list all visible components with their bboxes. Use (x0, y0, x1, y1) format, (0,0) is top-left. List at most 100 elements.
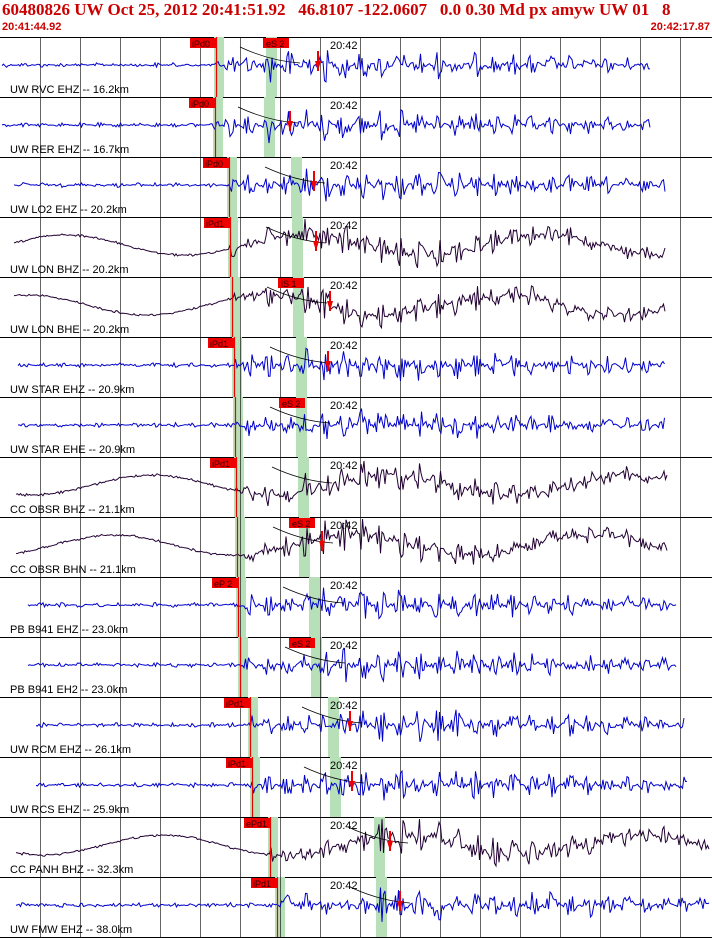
s-pick-label: eS 2 (292, 639, 311, 649)
trace-row[interactable]: 20:42 iS 1 UW LON BHE -- 20.2km (10, 277, 666, 337)
s-marker-head (347, 721, 353, 731)
trace-row[interactable]: 20:42 iPd1 UW RCS EHZ -- 25.9km (10, 757, 688, 817)
s-window (311, 637, 322, 697)
s-marker-head (327, 301, 333, 311)
theory-curve (347, 826, 409, 844)
station-label: CC OBSR BHZ -- 21.1km (10, 504, 135, 516)
p-window (213, 97, 223, 157)
p-window (230, 277, 240, 337)
s-window (328, 697, 339, 757)
s-pick-label: eS 2 (266, 39, 285, 49)
time-mark-label: 20:42 (330, 460, 358, 472)
s-window (309, 577, 320, 637)
p-pick-label: iPd0 (191, 99, 209, 109)
trace-row[interactable]: 20:42 iPd1 UW FMW EHZ -- 38.0km (10, 877, 710, 937)
p-window (268, 817, 278, 877)
p-window (233, 397, 243, 457)
trace-row[interactable]: 20:42 eS 2 PB B941 EH2 -- 23.0km (10, 637, 677, 697)
waveform (13, 285, 666, 330)
waveform (17, 347, 665, 382)
station-label: PB B941 EH2 -- 23.0km (10, 684, 127, 696)
s-pick-box (289, 518, 315, 528)
trace-row[interactable]: 20:42 iPd0 UW LO2 EHZ -- 20.2km (10, 157, 666, 217)
p-window (248, 697, 258, 757)
station-label: UW LON BHZ -- 20.2km (10, 264, 129, 276)
time-mark-label: 20:42 (330, 880, 358, 892)
time-mark-label: 20:42 (330, 220, 358, 232)
s-marker-head (311, 181, 317, 191)
p-pick-label: eP 2 (214, 579, 232, 589)
time-mark-label: 20:42 (330, 100, 358, 112)
p-pick-label: iPd1 (228, 759, 246, 769)
waveform (35, 769, 688, 801)
waveform (27, 647, 677, 683)
theory-curve (349, 886, 411, 904)
waveform (1, 50, 651, 83)
s-pick-box (289, 638, 315, 648)
trace-row[interactable]: 20:42 iPd1 UW STAR EHZ -- 20.9km (10, 337, 665, 397)
trace-row[interactable]: 20:42 iPd0 UW RER EHZ -- 16.7km (1, 97, 651, 157)
p-pick-box (226, 758, 252, 768)
time-mark-label: 20:42 (330, 640, 358, 652)
s-window (374, 817, 385, 877)
station-label: UW RCM EHZ -- 26.1km (10, 744, 131, 756)
time-mark-label: 20:42 (330, 160, 358, 172)
theory-curve (282, 586, 344, 604)
trace-row[interactable]: 20:42 eS 2 CC OBSR BHN -- 21.1km (10, 517, 668, 577)
theory-curve (269, 346, 331, 364)
s-window (299, 517, 310, 577)
p-window (250, 757, 260, 817)
p-pick-box (251, 878, 277, 888)
waveform (15, 518, 668, 565)
s-pick-box (279, 398, 305, 408)
time-mark-label: 20:42 (330, 820, 358, 832)
time-mark-label: 20:42 (330, 700, 358, 712)
trace-row[interactable]: 20:42 iPd1 UW RCM EHZ -- 26.1km (10, 697, 685, 757)
station-label: UW STAR EHE -- 20.9km (10, 444, 135, 456)
station-label: UW RCS EHZ -- 25.9km (10, 804, 129, 816)
p-pick-label: iPd0 (205, 159, 223, 169)
p-pick-box (212, 578, 238, 588)
station-label: UW LO2 EHZ -- 20.2km (10, 204, 127, 216)
theory-curve (237, 106, 299, 124)
s-marker-head (287, 121, 293, 131)
p-window (234, 457, 244, 517)
p-pick-box (208, 338, 234, 348)
theory-curve (272, 526, 334, 544)
s-pick-label: eS 2 (292, 519, 311, 529)
time-mark-label: 20:42 (330, 760, 358, 772)
trace-row[interactable]: 20:42 iPd1 CC OBSR BHZ -- 21.1km (10, 457, 668, 517)
station-label: UW LON BHE -- 20.2km (10, 324, 129, 336)
p-pick-box (210, 458, 236, 468)
seismogram-panel[interactable]: 20:42 iPd0 eS 2 UW RVC EHZ -- 16.2km 20:42 iP… (0, 37, 712, 938)
p-pick-label: iPd1 (226, 699, 244, 709)
trace-row[interactable]: 20:42 iPd1 UW LON BHZ -- 20.2km (10, 217, 666, 277)
waveform (1, 108, 651, 144)
station-label: UW RVC EHZ -- 16.2km (10, 84, 129, 96)
p-window (236, 577, 246, 637)
station-label: UW FMW EHZ -- 38.0km (10, 924, 132, 936)
theory-curve (303, 766, 365, 784)
waveform (13, 218, 666, 268)
s-pick-box (263, 38, 289, 48)
waveform (15, 460, 668, 507)
p-window (228, 217, 238, 277)
s-marker-head (315, 61, 321, 71)
p-pick-box (244, 818, 270, 828)
p-pick-label: ePd1 (246, 819, 267, 829)
waveform (15, 818, 710, 868)
s-pick-label: eS 2 (282, 399, 301, 409)
end-time: 20:42:17.87 (650, 21, 710, 33)
trace-row[interactable]: 20:42 iPd0 eS 2 UW RVC EHZ -- 16.2km (1, 37, 651, 97)
time-mark-label: 20:42 (330, 40, 358, 52)
trace-row[interactable]: 20:42 ePd1 CC PANH BHZ -- 32.3km (10, 817, 710, 877)
trace-row[interactable]: 20:42 eP 2 PB B941 EHZ -- 23.0km (10, 577, 677, 637)
theory-curve (271, 466, 333, 484)
time-mark-label: 20:42 (330, 580, 358, 592)
trace-row[interactable]: 20:42 eS 2 UW STAR EHE -- 20.9km (10, 397, 665, 457)
s-marker-head (325, 361, 331, 371)
s-pick-label: iS 1 (281, 279, 297, 289)
waveform (15, 887, 710, 922)
theory-curve (266, 286, 328, 304)
s-window (330, 757, 341, 817)
